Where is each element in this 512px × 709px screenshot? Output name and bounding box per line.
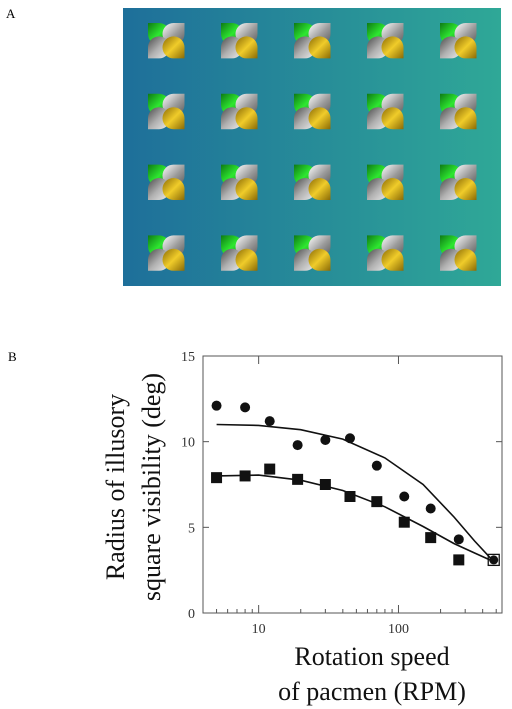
- pacman-yellow: [308, 178, 331, 200]
- data-point-circle: [489, 555, 499, 565]
- y-tick-label: 10: [181, 436, 195, 451]
- pacman-yellow: [235, 107, 258, 130]
- xlabel-line-1: Rotation speed: [294, 642, 449, 671]
- data-point-circle: [292, 440, 303, 451]
- pacman-yellow: [308, 36, 331, 59]
- plot-frame: [202, 355, 503, 614]
- pacman-yellow: [162, 36, 185, 59]
- pacman-yellow: [454, 178, 477, 200]
- pacman-yellow: [162, 107, 185, 130]
- data-point-square: [487, 553, 500, 567]
- data-point-square: [211, 472, 223, 484]
- pacman-yellow: [235, 178, 258, 200]
- data-point-circle: [344, 433, 355, 444]
- data-point-square: [344, 490, 356, 502]
- ylabel-line-2: square visibility (deg): [137, 373, 166, 601]
- pacman-yellow: [162, 248, 185, 271]
- data-point-square: [292, 473, 304, 485]
- data-point-circle: [425, 503, 436, 514]
- data-point-square: [398, 516, 410, 528]
- pacman-yellow: [381, 248, 404, 271]
- data-point-square: [425, 532, 437, 544]
- panel-label-b: B: [8, 349, 17, 364]
- data-point-square: [371, 496, 383, 508]
- data-point-square: [319, 479, 331, 490]
- pacman-yellow: [454, 36, 477, 59]
- fit-curve-square: [216, 474, 495, 563]
- pacman-yellow: [308, 107, 331, 130]
- data-point-circle: [320, 434, 331, 445]
- pacman-yellow: [381, 36, 404, 59]
- data-point-square: [239, 470, 251, 482]
- data-point-square: [264, 463, 276, 475]
- x-tick-label: 100: [388, 622, 409, 637]
- pacman-yellow: [308, 248, 331, 271]
- pacman-yellow: [454, 107, 477, 130]
- pacman-yellow: [235, 248, 258, 271]
- y-tick-label: 0: [188, 607, 195, 622]
- data-point-circle: [240, 402, 251, 413]
- data-point-square: [453, 554, 465, 566]
- pacman-yellow: [162, 178, 185, 200]
- y-tick-label: 5: [188, 521, 195, 536]
- pacman-yellow: [454, 248, 477, 271]
- data-point-circle: [264, 416, 275, 427]
- pacman-yellow: [381, 178, 404, 200]
- panel-label-a: A: [6, 6, 16, 21]
- data-point-circle: [371, 460, 382, 471]
- data-point-circle: [211, 400, 222, 411]
- x-tick-label: 10: [252, 622, 266, 637]
- ylabel-line-1: Radius of illusory: [101, 394, 130, 580]
- xlabel-line-2: of pacmen (RPM): [278, 677, 466, 706]
- pacman-yellow: [381, 107, 404, 130]
- pacman-yellow: [235, 36, 258, 59]
- data-point-circle: [453, 534, 464, 545]
- y-tick-label: 15: [181, 350, 195, 365]
- fit-curve-circle: [216, 423, 495, 563]
- data-point-circle: [399, 491, 410, 502]
